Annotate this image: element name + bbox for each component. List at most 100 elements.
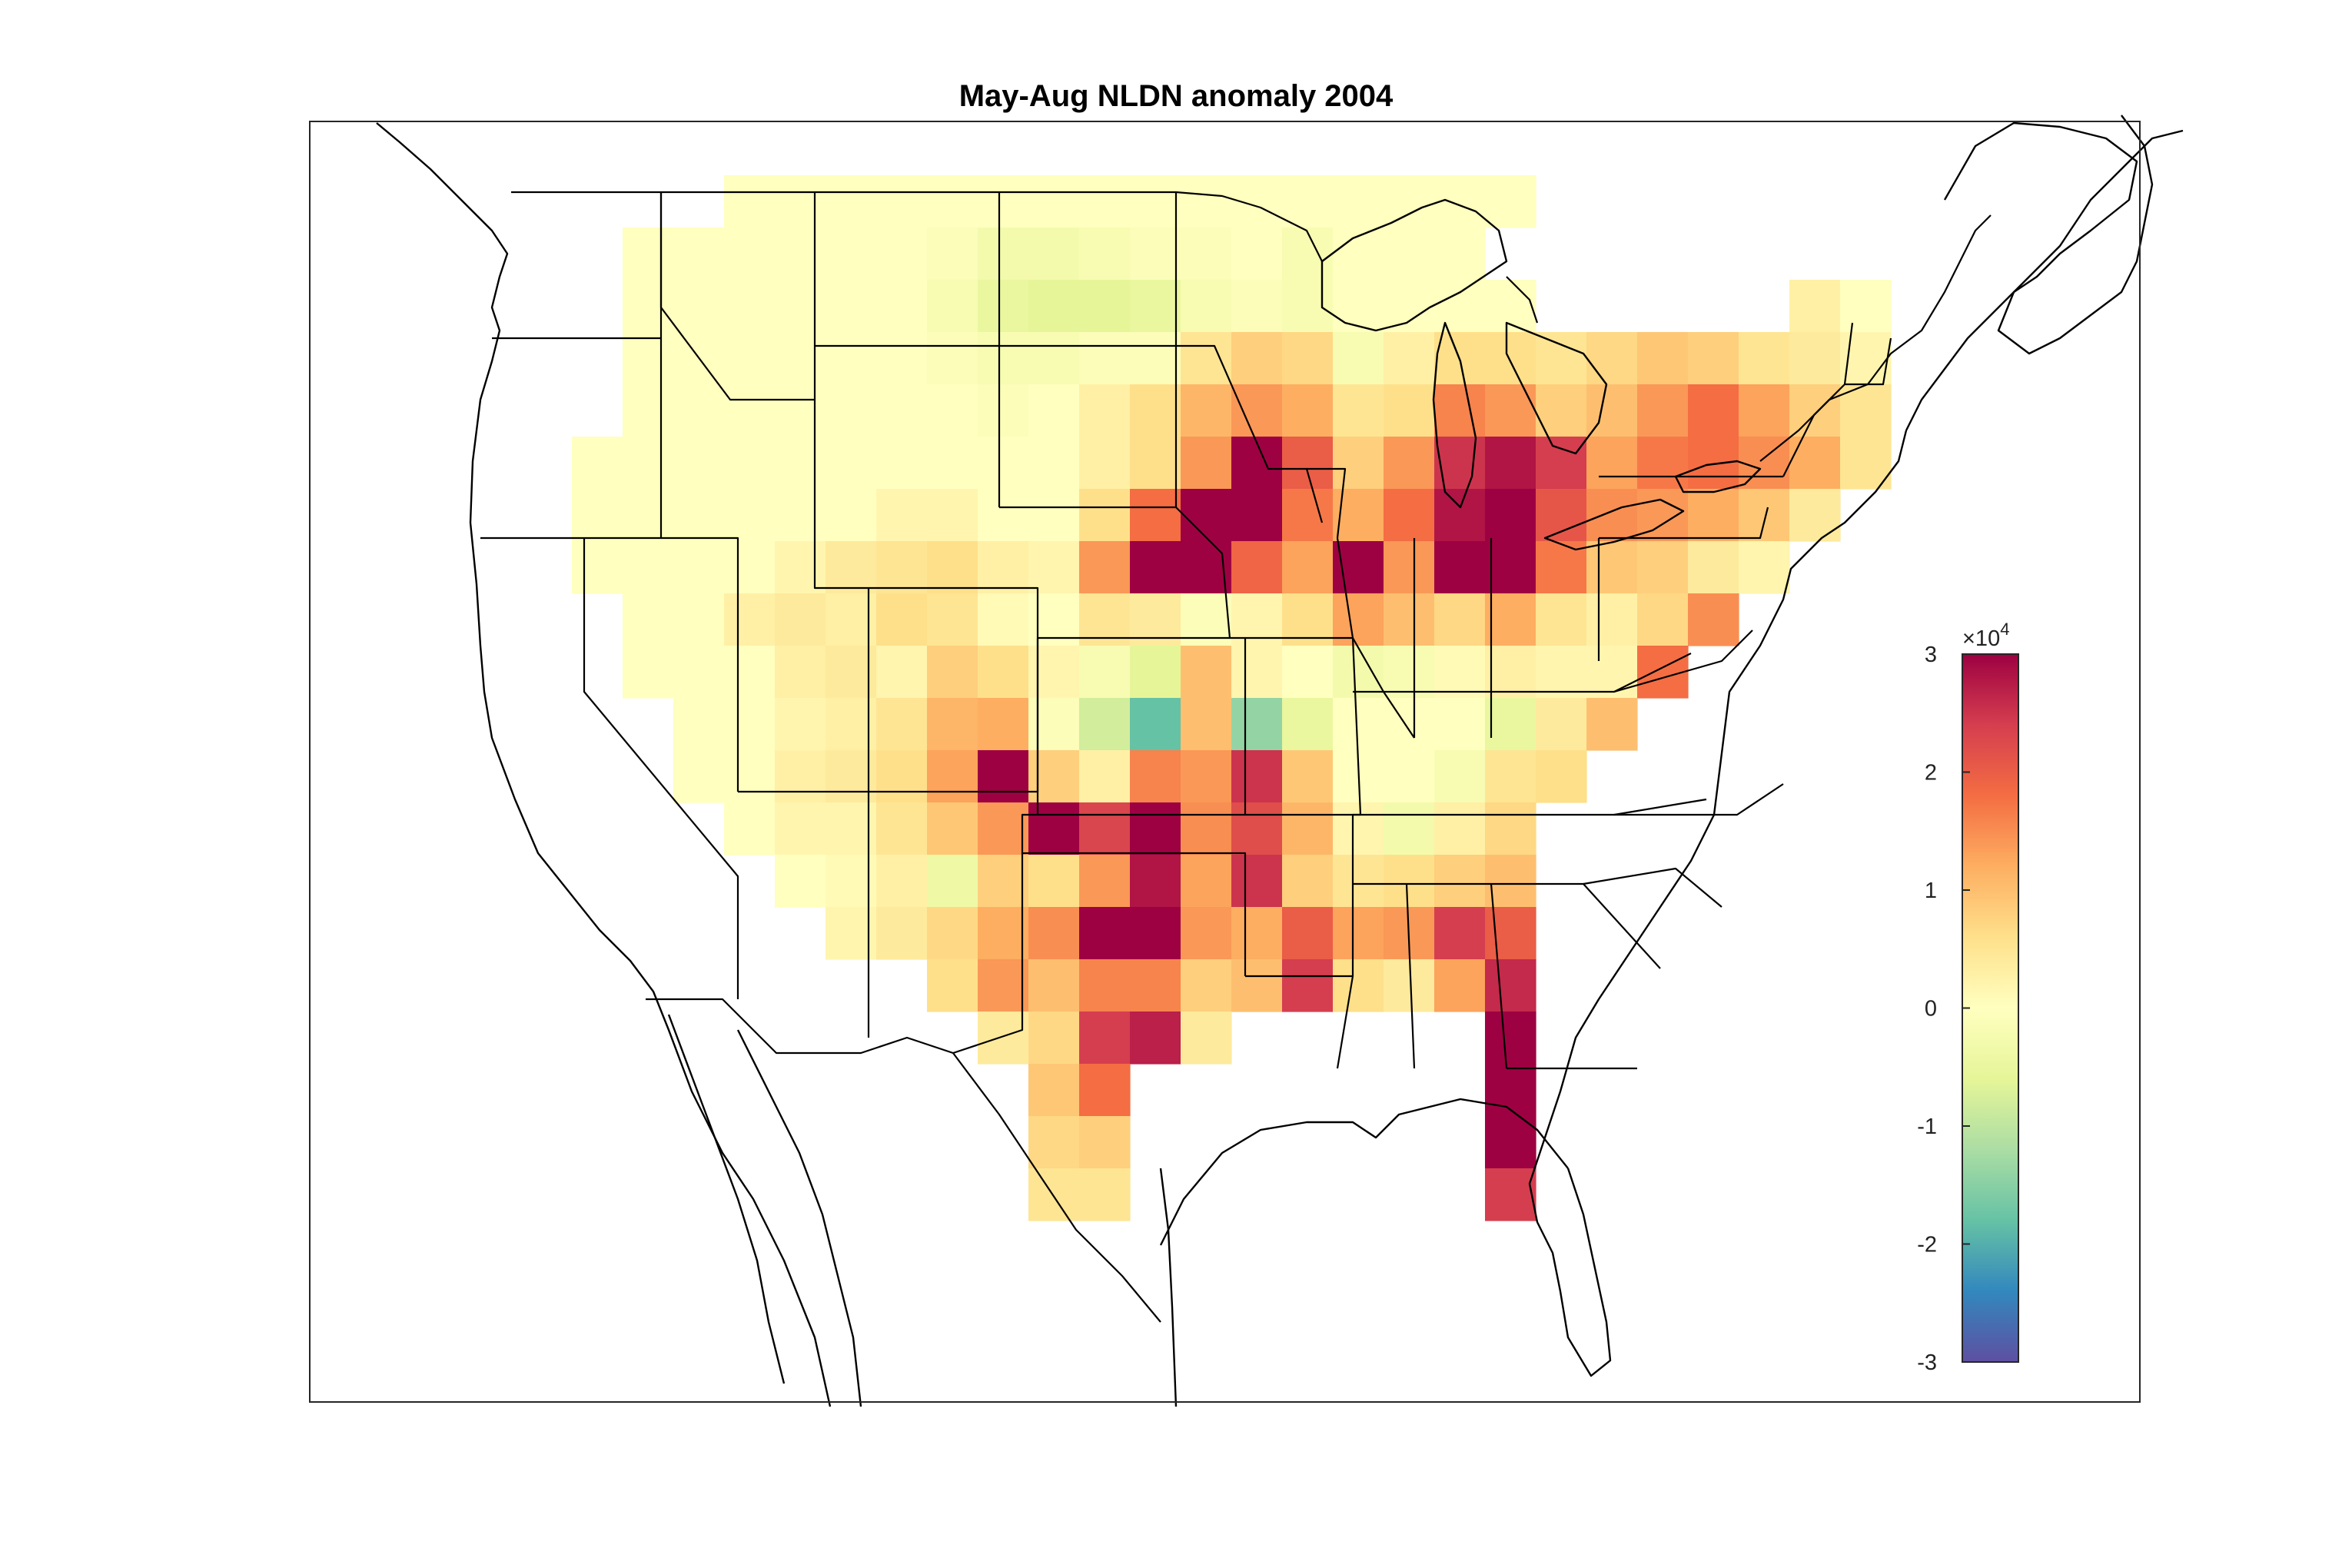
heatmap-cell	[1181, 855, 1232, 908]
heatmap-cell	[1384, 646, 1435, 699]
heatmap-cell	[1231, 437, 1283, 490]
heatmap-cell	[1789, 489, 1841, 542]
heatmap-cell	[775, 698, 826, 751]
heatmap-cell	[775, 228, 826, 281]
heatmap-cell	[978, 750, 1029, 803]
heatmap-cell	[1384, 959, 1435, 1012]
heatmap-cell	[1536, 593, 1587, 646]
heatmap-cell	[623, 228, 674, 281]
heatmap-cell	[1840, 384, 1892, 437]
heatmap-cell	[1181, 959, 1232, 1012]
heatmap-cell	[1130, 907, 1181, 960]
heatmap-cell	[1130, 802, 1181, 855]
heatmap-cell	[978, 489, 1029, 542]
heatmap-cell	[1028, 384, 1080, 437]
map-title: May-Aug NLDN anomaly 2004	[959, 79, 1394, 113]
heatmap-cell	[1384, 593, 1435, 646]
heatmap-cell	[1637, 384, 1689, 437]
heatmap-cell	[1789, 332, 1841, 385]
heatmap-cell	[927, 698, 978, 751]
heatmap-cell	[1333, 280, 1384, 333]
heatmap-cell	[1028, 1116, 1080, 1169]
heatmap-cell	[1231, 959, 1283, 1012]
heatmap-cell	[1434, 280, 1486, 333]
heatmap-cell	[775, 541, 826, 594]
heatmap-cell	[724, 437, 776, 490]
heatmap-cell	[1485, 489, 1536, 542]
heatmap-cell	[978, 384, 1029, 437]
heatmap-cell	[1434, 698, 1486, 751]
heatmap-cell	[1028, 698, 1080, 751]
heatmap-cell	[1181, 802, 1232, 855]
heatmap-cell	[927, 280, 978, 333]
colorbar-gradient	[1962, 653, 2019, 1363]
heatmap-cell	[978, 280, 1029, 333]
heatmap-cell	[1282, 280, 1334, 333]
border-id-mt-wy	[659, 192, 816, 401]
heatmap-cell	[1536, 437, 1587, 490]
colorbar-exponent-base: ×10	[1962, 626, 2000, 651]
heatmap-cell	[1028, 437, 1080, 490]
heatmap-cell	[1282, 332, 1334, 385]
heatmap-cell	[826, 384, 877, 437]
heatmap-cell	[1079, 1116, 1131, 1169]
heatmap-cell	[1028, 1064, 1080, 1117]
heatmap-cell	[1231, 750, 1283, 803]
heatmap-cell	[1485, 1116, 1536, 1169]
heatmap-cell	[1434, 384, 1486, 437]
heatmap-cell	[876, 698, 928, 751]
heatmap-cell	[978, 907, 1029, 960]
heatmap-cell	[927, 541, 978, 594]
heatmap-cell	[1434, 750, 1486, 803]
heatmap-cell	[1384, 384, 1435, 437]
heatmap-cell	[1231, 802, 1283, 855]
border-ca-nv-diagonal	[583, 538, 739, 999]
heatmap-cell	[724, 593, 776, 646]
heatmap-cell	[775, 175, 826, 228]
heatmap-cell	[1485, 855, 1536, 908]
heatmap-cell	[1231, 907, 1283, 960]
colorbar: 3 2 1 0 -1 -2 -3 ×104	[1917, 620, 2019, 1375]
heatmap-cell	[1282, 437, 1334, 490]
heatmap-cell	[1384, 280, 1435, 333]
heatmap-cell	[623, 384, 674, 437]
heatmap-cell	[673, 541, 725, 594]
heatmap-cell	[1434, 437, 1486, 490]
border-il-in-oh	[1336, 537, 1600, 739]
florida-coastline	[1528, 430, 1908, 1377]
heatmap-cell	[1079, 228, 1131, 281]
heatmap-cell	[1586, 489, 1638, 542]
heatmap-cell	[1231, 855, 1283, 908]
heatmap-cell	[1840, 280, 1892, 333]
heatmap-cell	[1028, 907, 1080, 960]
heatmap-cell	[876, 541, 928, 594]
great-lakes-superior	[1321, 198, 1508, 332]
heatmap-cell	[1282, 907, 1334, 960]
border-mo-ar-la	[1230, 636, 1362, 1069]
heatmap-cell	[1181, 437, 1232, 490]
heatmap-cell	[1739, 489, 1790, 542]
border-nm-tx-ok	[867, 792, 1247, 1055]
heatmap-cell	[724, 541, 776, 594]
heatmap-cell	[1028, 802, 1080, 855]
border-ks-ok	[1036, 638, 1247, 816]
heatmap-cell	[978, 1012, 1029, 1065]
heatmap-cell	[775, 750, 826, 803]
heatmap-cell	[1282, 541, 1334, 594]
heatmap-cell	[1028, 175, 1080, 228]
heatmap-cell	[978, 855, 1029, 908]
heatmap-cell	[927, 332, 978, 385]
pacific-coastline	[376, 122, 832, 1407]
heatmap-cell	[826, 280, 877, 333]
canada-east-outline	[1943, 115, 2154, 355]
heatmap-cell	[1536, 698, 1587, 751]
heatmap-cell	[1282, 802, 1334, 855]
heatmap-cell	[1789, 280, 1841, 333]
heatmap-cell	[927, 593, 978, 646]
heatmap-cell	[1688, 593, 1739, 646]
heatmap-cell	[1130, 437, 1181, 490]
heatmap-cell	[876, 750, 928, 803]
heatmap-cell	[1536, 332, 1587, 385]
mexico-west-coast	[736, 1029, 862, 1407]
